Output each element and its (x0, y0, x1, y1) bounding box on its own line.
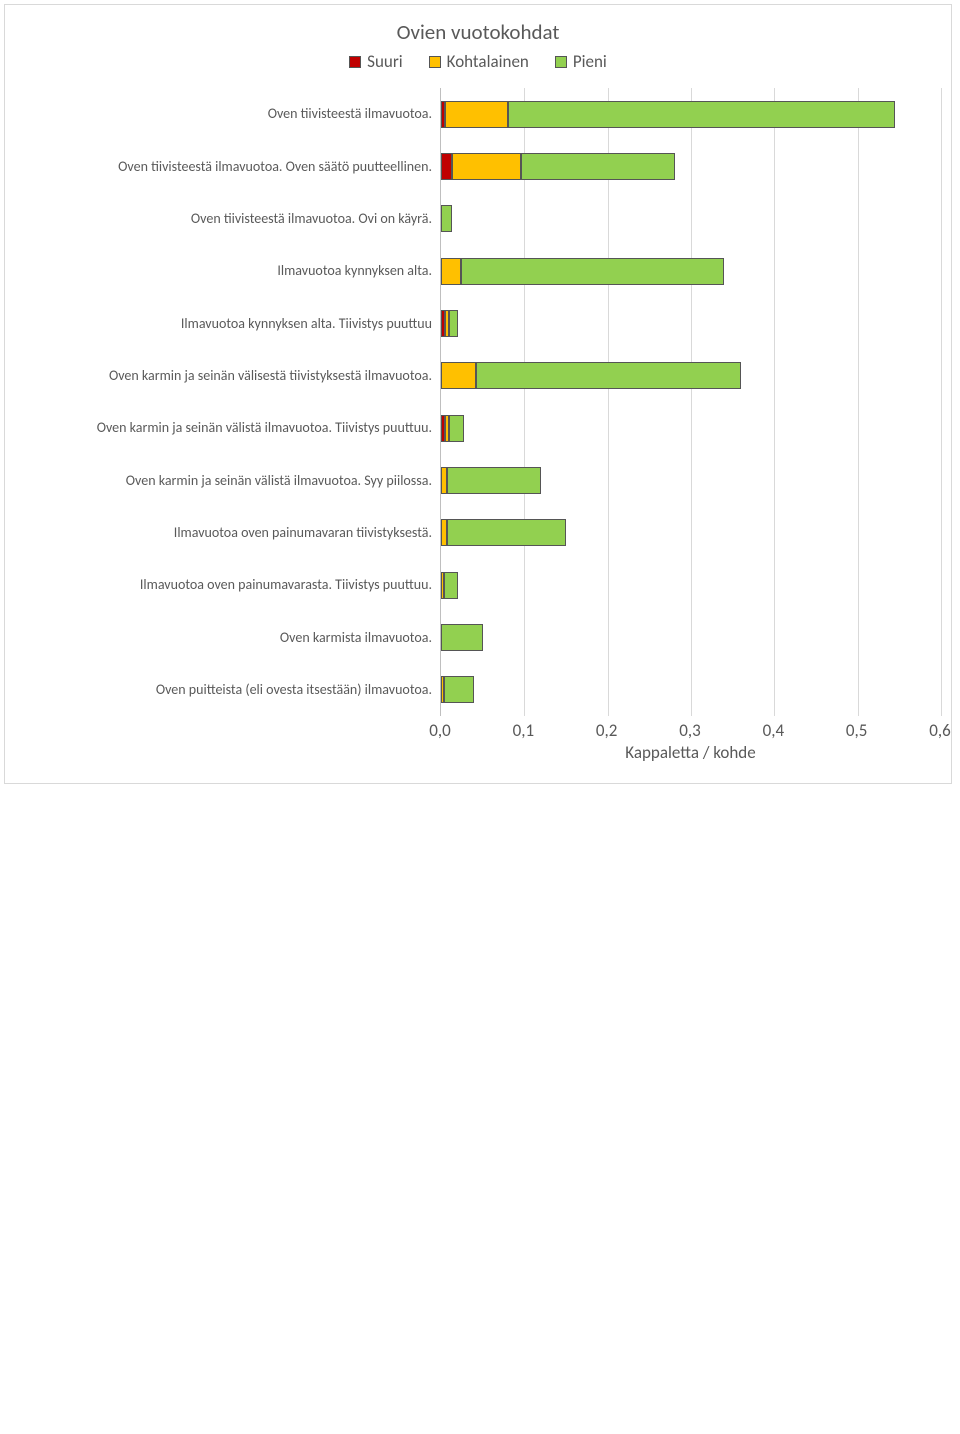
bar-row (441, 454, 941, 506)
x-tick: 0,5 (846, 720, 867, 741)
bar-segment-pieni (444, 572, 458, 599)
stacked-bar (441, 310, 458, 337)
legend-item-kohtalainen: Kohtalainen (429, 51, 529, 72)
bar-row (441, 88, 941, 140)
bar-segment-kohtalainen (441, 258, 461, 285)
x-tick: 0,2 (596, 720, 617, 741)
category-label: Oven tiivisteestä ilmavuotoa. (15, 88, 440, 140)
bar-row (441, 507, 941, 559)
pieni-swatch (555, 56, 567, 68)
bar-segment-kohtalainen (441, 362, 476, 389)
category-label: Ilmavuotoa kynnyksen alta. (15, 245, 440, 297)
stacked-bar (441, 676, 474, 703)
bar-row (441, 297, 941, 349)
bar-row (441, 402, 941, 454)
category-label: Oven tiivisteestä ilmavuotoa. Oven säätö… (15, 140, 440, 192)
bar-segment-kohtalainen (445, 101, 508, 128)
stacked-bar (441, 572, 458, 599)
x-tick: 0,6 (929, 720, 950, 741)
bar-row (441, 193, 941, 245)
bar-segment-pieni (476, 362, 741, 389)
bar-row (441, 140, 941, 192)
x-tick: 0,3 (679, 720, 700, 741)
bar-segment-pieni (441, 624, 483, 651)
stacked-bar (441, 467, 541, 494)
bar-segment-pieni (447, 519, 566, 546)
chart-title: Ovien vuotokohdat (15, 19, 941, 45)
bar-row (441, 350, 941, 402)
bar-row (441, 559, 941, 611)
x-tick: 0,4 (763, 720, 784, 741)
plot-area: Oven tiivisteestä ilmavuotoa.Oven tiivis… (15, 88, 941, 716)
legend-item-suuri: Suuri (349, 51, 403, 72)
bar-segment-pieni (447, 467, 541, 494)
chart-legend: Suuri Kohtalainen Pieni (15, 51, 941, 72)
legend-label-kohtalainen: Kohtalainen (447, 51, 529, 72)
category-label: Oven tiivisteestä ilmavuotoa. Ovi on käy… (15, 193, 440, 245)
bar-row (441, 245, 941, 297)
bars-area (440, 88, 941, 716)
bar-segment-pieni (461, 258, 724, 285)
bar-segment-suuri (441, 153, 452, 180)
category-label: Ilmavuotoa oven painumavarasta. Tiivisty… (15, 559, 440, 611)
bar-segment-pieni (508, 101, 896, 128)
stacked-bar (441, 519, 566, 546)
stacked-bar (441, 153, 675, 180)
bar-segment-pieni (449, 415, 464, 442)
stacked-bar (441, 415, 464, 442)
x-tick: 0,1 (513, 720, 534, 741)
category-label: Oven karmin ja seinän välisestä tiivisty… (15, 350, 440, 402)
suuri-swatch (349, 56, 361, 68)
chart-container: Ovien vuotokohdat Suuri Kohtalainen Pien… (4, 4, 952, 784)
stacked-bar (441, 101, 895, 128)
legend-label-pieni: Pieni (573, 51, 607, 72)
category-label: Oven karmista ilmavuotoa. (15, 611, 440, 663)
category-label: Oven karmin ja seinän välistä ilmavuotoa… (15, 402, 440, 454)
x-axis-label: Kappaletta / kohde (440, 742, 941, 763)
legend-label-suuri: Suuri (367, 51, 403, 72)
stacked-bar (441, 258, 724, 285)
kohtalainen-swatch (429, 56, 441, 68)
bar-segment-pieni (449, 310, 457, 337)
category-label: Ilmavuotoa kynnyksen alta. Tiivistys puu… (15, 297, 440, 349)
category-label: Oven puitteista (eli ovesta itsestään) i… (15, 664, 440, 716)
x-axis: 0,00,10,20,30,40,50,6 (440, 716, 941, 738)
bar-row (441, 664, 941, 716)
x-tick: 0,0 (429, 720, 450, 741)
stacked-bar (441, 362, 741, 389)
bar-segment-pieni (444, 676, 475, 703)
bar-segment-pieni (441, 205, 452, 232)
bar-row (441, 611, 941, 663)
category-labels: Oven tiivisteestä ilmavuotoa.Oven tiivis… (15, 88, 440, 716)
bar-segment-kohtalainen (452, 153, 521, 180)
stacked-bar (441, 624, 483, 651)
category-label: Ilmavuotoa oven painumavaran tiivistykse… (15, 507, 440, 559)
stacked-bar (441, 205, 452, 232)
legend-item-pieni: Pieni (555, 51, 607, 72)
category-label: Oven karmin ja seinän välistä ilmavuotoa… (15, 454, 440, 506)
bar-segment-pieni (521, 153, 675, 180)
